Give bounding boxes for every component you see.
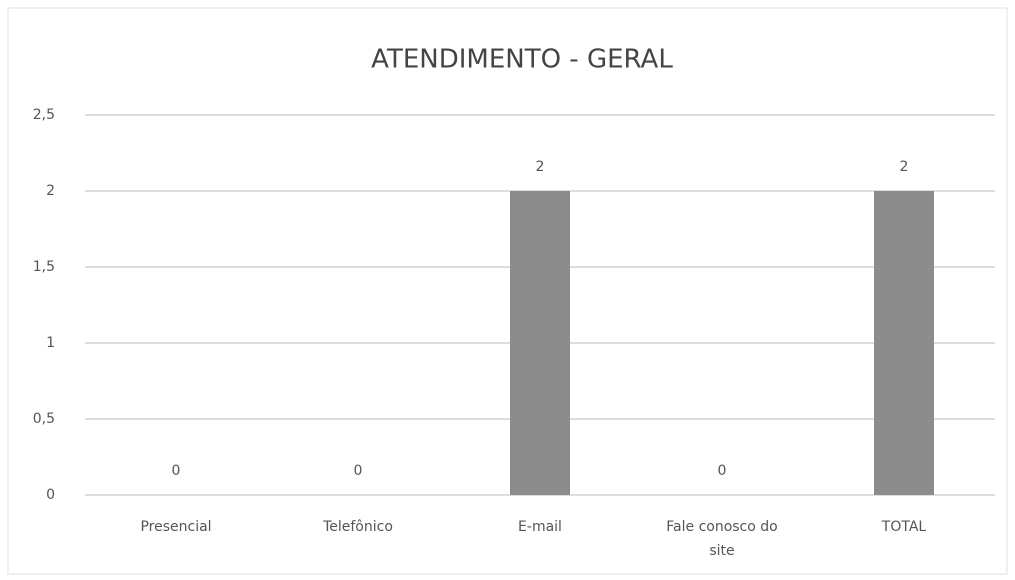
y-tick-label: 1,5: [33, 259, 55, 275]
bar: [510, 191, 570, 495]
chart-title: ATENDIMENTO - GERAL: [371, 45, 673, 75]
y-tick-label: 0: [46, 487, 55, 503]
y-tick-label: 1: [46, 335, 55, 351]
data-label: 0: [354, 463, 363, 479]
data-label: 0: [172, 463, 181, 479]
data-label: 2: [900, 159, 909, 175]
data-label: 2: [536, 159, 545, 175]
x-tick-label: Fale conosco do site: [666, 519, 777, 559]
x-tick-label: TOTAL: [881, 519, 927, 535]
x-tick-label: Presencial: [140, 519, 211, 535]
x-tick-label: Telefônico: [322, 519, 393, 535]
y-tick-label: 2: [46, 183, 55, 199]
bar: [874, 191, 934, 495]
y-tick-label: 0,5: [33, 411, 55, 427]
chart-frame: [7, 7, 1008, 575]
x-tick-label: E-mail: [518, 519, 562, 535]
data-label: 0: [718, 463, 727, 479]
y-tick-label: 2,5: [33, 107, 55, 123]
